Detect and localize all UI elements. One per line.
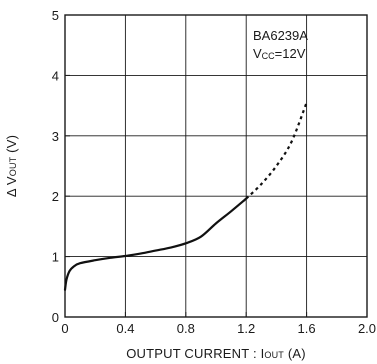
y-axis-title: Δ VOUT (V)	[4, 135, 19, 197]
y-tick-label: 3	[52, 129, 59, 144]
series-line-extrapolated	[245, 102, 308, 200]
y-tick-label: 2	[52, 189, 59, 204]
grid	[65, 15, 367, 317]
x-tick-label: 0.4	[116, 321, 134, 336]
y-tick-label: 5	[52, 8, 59, 23]
x-tick-label: 1.2	[237, 321, 255, 336]
plot-frame	[64, 14, 368, 318]
legend-annotation: BA6239A VCC=12V	[253, 28, 308, 61]
x-tick-label: 1.6	[298, 321, 316, 336]
x-tick-label: 0.8	[177, 321, 195, 336]
y-tick-label: 1	[52, 250, 59, 265]
y-tick-label: 0	[52, 310, 59, 325]
x-tick-label: 0	[61, 321, 68, 336]
series-line-measured	[63, 197, 248, 291]
x-tick-label: 2.0	[358, 321, 376, 336]
x-axis-title: OUTPUT CURRENT : IOUT (A)	[126, 346, 306, 361]
annotation-vcc: VCC=12V	[253, 46, 306, 61]
annotation-device: BA6239A	[253, 28, 308, 43]
ticks: 0 0.4 0.8 1.2 1.6 2.0 0 1 2 3 4 5	[52, 8, 376, 336]
y-tick-label: 4	[52, 68, 59, 83]
series-layer	[63, 102, 308, 291]
